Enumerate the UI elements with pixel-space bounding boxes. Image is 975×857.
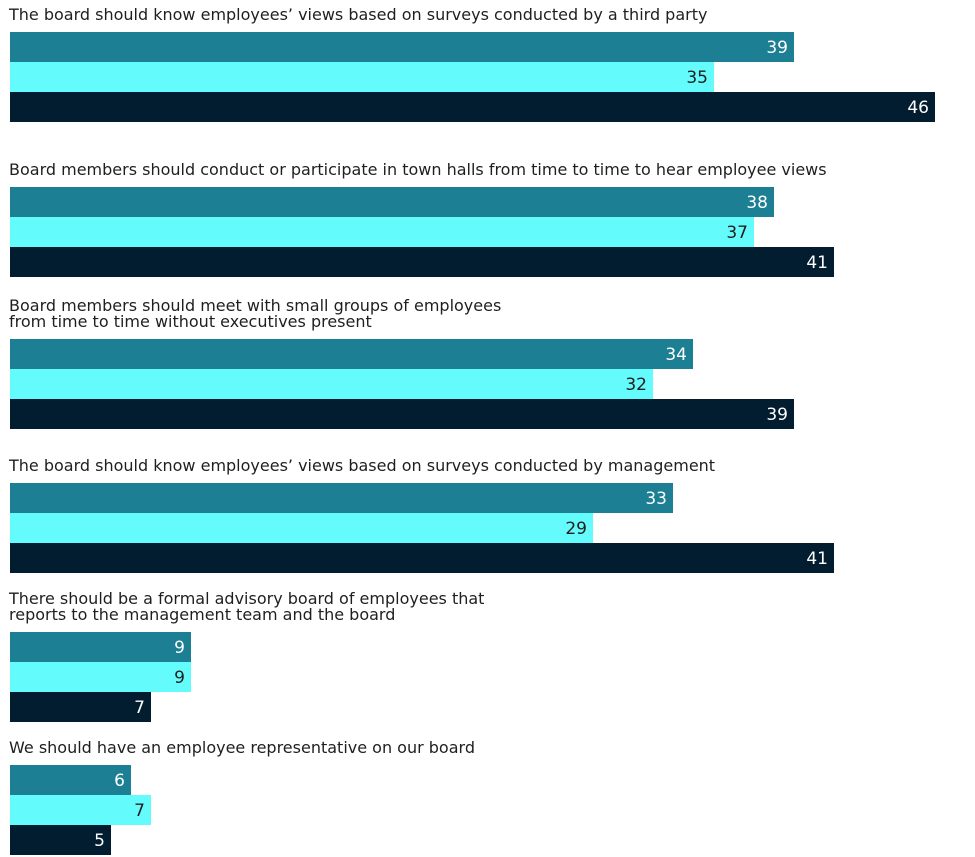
bar-series-1: 34 <box>10 339 693 369</box>
bar-series-1: 9 <box>10 632 191 662</box>
bar-series-1: 33 <box>10 483 673 513</box>
bar-series-2: 9 <box>10 662 191 692</box>
category-label: There should be a formal advisory board … <box>9 591 484 623</box>
bar-series-3: 5 <box>10 825 111 855</box>
bar-series-1: 39 <box>10 32 794 62</box>
bar-value-label: 32 <box>625 369 647 399</box>
bar-value-label: 7 <box>134 795 145 825</box>
bar-value-label: 38 <box>746 187 768 217</box>
bar-series-2: 29 <box>10 513 593 543</box>
bar-series-2: 35 <box>10 62 714 92</box>
bar-value-label: 41 <box>806 247 828 277</box>
bar-value-label: 46 <box>907 92 929 122</box>
bar-value-label: 34 <box>665 339 687 369</box>
bar-value-label: 9 <box>174 662 185 692</box>
bar-series-3: 39 <box>10 399 794 429</box>
bar-value-label: 9 <box>174 632 185 662</box>
bar-series-2: 7 <box>10 795 151 825</box>
category-label: The board should know employees’ views b… <box>9 7 707 23</box>
bar-series-2: 37 <box>10 217 754 247</box>
category-label: The board should know employees’ views b… <box>9 458 715 474</box>
bar-series-3: 41 <box>10 247 834 277</box>
bar-value-label: 41 <box>806 543 828 573</box>
bar-series-2: 32 <box>10 369 653 399</box>
bar-value-label: 39 <box>766 32 788 62</box>
bar-value-label: 29 <box>565 513 587 543</box>
category-label: Board members should meet with small gro… <box>9 298 501 330</box>
bar-value-label: 7 <box>134 692 145 722</box>
bar-series-1: 38 <box>10 187 774 217</box>
bar-value-label: 37 <box>726 217 748 247</box>
category-label: Board members should conduct or particip… <box>9 162 827 178</box>
bar-series-3: 46 <box>10 92 935 122</box>
bar-value-label: 35 <box>686 62 708 92</box>
bar-value-label: 39 <box>766 399 788 429</box>
bar-value-label: 6 <box>114 765 125 795</box>
bar-value-label: 33 <box>645 483 667 513</box>
bar-value-label: 5 <box>94 825 105 855</box>
bar-series-3: 41 <box>10 543 834 573</box>
category-label: We should have an employee representativ… <box>9 740 475 756</box>
bar-series-1: 6 <box>10 765 131 795</box>
bar-series-3: 7 <box>10 692 151 722</box>
